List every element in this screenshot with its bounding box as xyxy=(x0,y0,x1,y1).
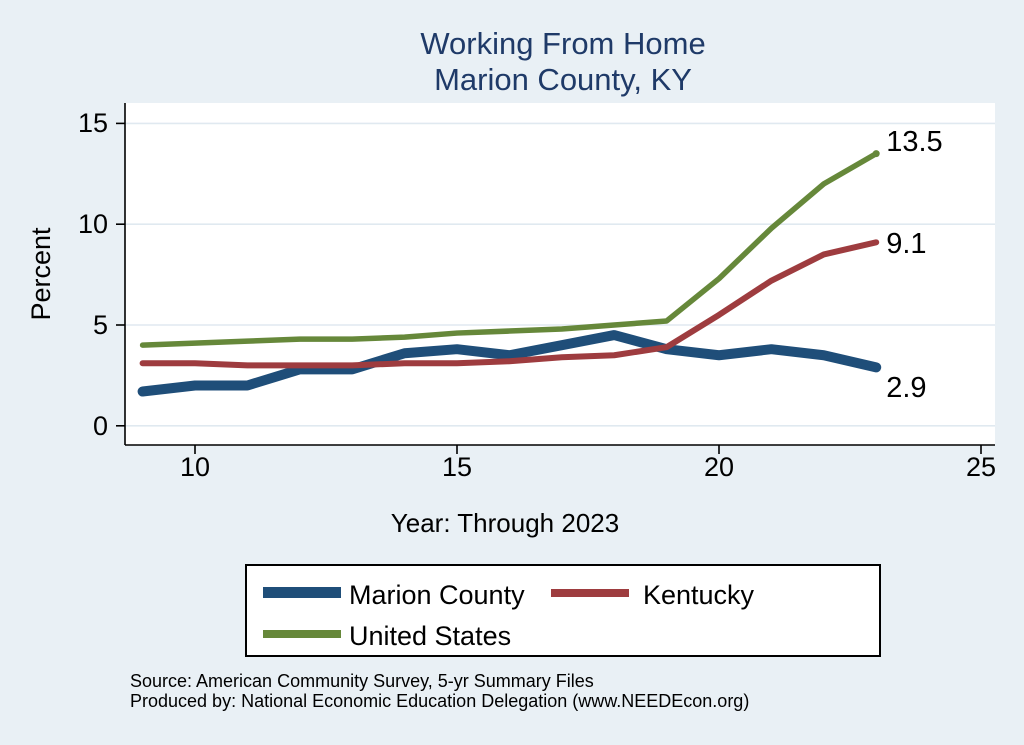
legend-swatch-marion-county xyxy=(263,587,341,598)
legend-label-united-states: United States xyxy=(349,621,512,651)
produced-by-note: Produced by: National Economic Education… xyxy=(130,691,750,711)
x-tick-label-10: 10 xyxy=(179,452,211,482)
legend-swatch-united-states xyxy=(263,630,341,638)
series-end-marker xyxy=(872,150,880,158)
x-axis-title: Year: Through 2023 xyxy=(390,508,620,538)
y-tick-label-0: 0 xyxy=(92,410,108,441)
plot-svg xyxy=(116,103,995,454)
legend-swatch-kentucky xyxy=(551,589,629,597)
end-value-label-13.5: 13.5 xyxy=(886,125,943,158)
end-value-label-9.1: 9.1 xyxy=(886,228,927,261)
series-line-kentucky xyxy=(139,239,880,369)
x-tick-label-20: 20 xyxy=(703,452,735,482)
legend-label-kentucky: Kentucky xyxy=(643,580,755,610)
end-value-label-2.9: 2.9 xyxy=(886,372,927,405)
y-tick-label-5: 5 xyxy=(92,310,108,340)
legend-label-marion-county: Marion County xyxy=(349,580,525,610)
series-line-marion-county xyxy=(137,330,882,397)
x-tick-label-15: 15 xyxy=(441,452,473,482)
chart-title-line1: Working From Home xyxy=(420,26,706,61)
chart-title-line2: Marion County, KY xyxy=(434,62,692,97)
y-tick-label-15: 15 xyxy=(77,108,108,139)
y-axis-title: Percent xyxy=(26,227,56,321)
y-tick-label-10: 10 xyxy=(77,209,108,240)
plot-area xyxy=(116,103,995,454)
series-line-united-states xyxy=(139,150,879,348)
legend: Marion County Kentucky United States xyxy=(245,564,881,657)
chart-title: Working From Home Marion County, KY xyxy=(100,26,1024,98)
source-note: Source: American Community Survey, 5-yr … xyxy=(130,671,594,691)
x-tick-label-25: 25 xyxy=(965,452,997,482)
